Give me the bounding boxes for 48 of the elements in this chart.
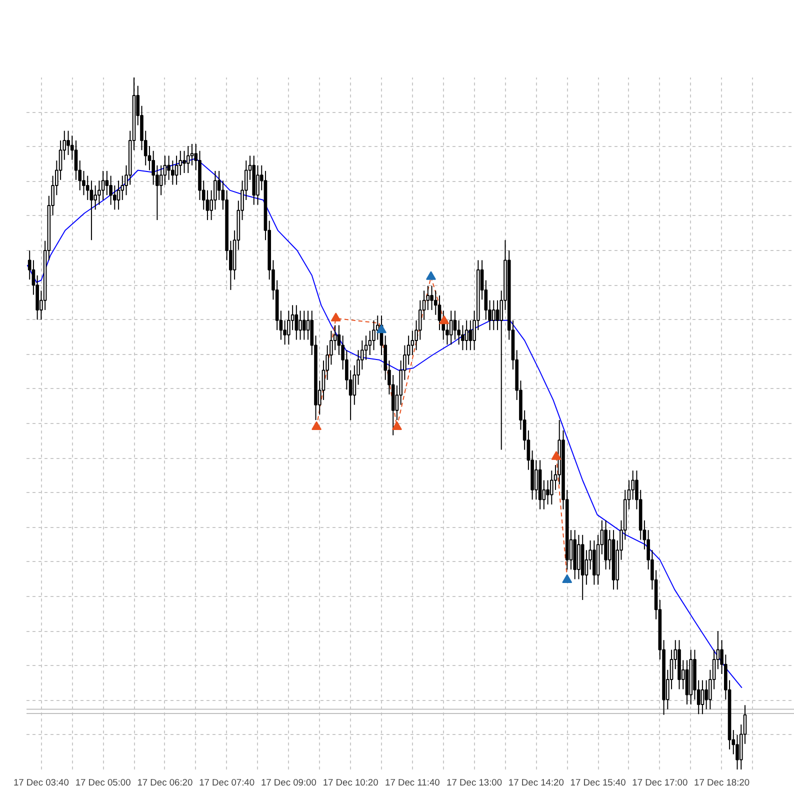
candlestick <box>74 140 78 180</box>
candlestick <box>302 310 306 340</box>
candlestick <box>449 310 453 346</box>
candlestick <box>453 310 457 340</box>
candlestick <box>174 155 178 186</box>
candlestick <box>461 324 464 351</box>
candlestick <box>736 734 739 770</box>
x-tick-label: 17 Dec 03:40 <box>13 778 69 788</box>
x-tick-label: 17 Dec 15:40 <box>570 778 626 788</box>
candlestick <box>116 180 120 210</box>
candlestick <box>298 310 302 340</box>
candlestick <box>101 170 105 200</box>
candlestick <box>159 164 163 196</box>
candlestick <box>496 300 500 331</box>
x-tick-label: 17 Dec 13:00 <box>446 778 502 788</box>
candlestick <box>468 320 472 351</box>
x-tick-label: 17 Dec 18:20 <box>694 778 750 788</box>
x-tick-label: 17 Dec 09:00 <box>260 778 316 788</box>
x-tick-label: 17 Dec 14:20 <box>508 778 564 788</box>
candlestick <box>492 300 496 331</box>
candlestick <box>546 480 550 505</box>
candlestick <box>163 155 167 186</box>
candlestick <box>430 285 434 311</box>
x-tick-label: 17 Dec 17:00 <box>632 778 688 788</box>
x-tick-label: 17 Dec 10:20 <box>322 778 378 788</box>
candlestick <box>700 680 704 715</box>
candlestick <box>90 180 94 241</box>
candlestick <box>704 680 708 710</box>
candlestick <box>534 460 538 500</box>
candlestick <box>438 294 442 331</box>
candlestick <box>94 184 97 210</box>
candlestick <box>109 175 112 206</box>
candlestick <box>410 330 414 356</box>
candlestick <box>182 150 186 174</box>
candlestick <box>294 304 298 340</box>
x-tick-label: 17 Dec 07:40 <box>199 778 255 788</box>
candlestick <box>186 146 190 174</box>
candlestick <box>206 190 210 221</box>
candlestick <box>256 164 260 206</box>
candlestick <box>372 320 376 351</box>
candlestick <box>105 170 109 196</box>
candlestick <box>190 143 194 166</box>
x-tick-label: 17 Dec 05:00 <box>75 778 131 788</box>
candlestick <box>217 170 221 200</box>
candlestick <box>66 130 70 156</box>
x-tick-label: 17 Dec 06:20 <box>137 778 193 788</box>
candlestick <box>464 320 468 351</box>
x-tick-label: 17 Dec 11:40 <box>385 778 440 788</box>
